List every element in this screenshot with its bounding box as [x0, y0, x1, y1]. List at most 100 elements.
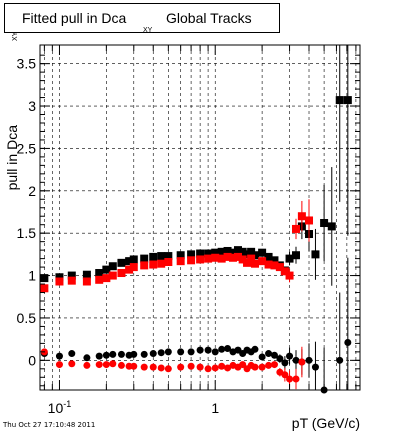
y-tick-label: 1 — [28, 268, 36, 284]
data-point — [176, 251, 185, 260]
data-point — [204, 346, 212, 354]
data-point — [95, 269, 104, 278]
data-point — [204, 254, 213, 263]
data-point — [281, 371, 289, 379]
chart-title-tracks: Global Tracks — [166, 10, 252, 26]
data-point — [55, 361, 63, 369]
data-point — [176, 257, 185, 266]
data-point — [196, 346, 204, 354]
data-point — [157, 364, 165, 372]
data-point — [68, 350, 76, 358]
data-point — [270, 256, 279, 265]
data-point — [233, 246, 242, 255]
x-tick-label: 10-1 — [48, 399, 72, 416]
data-point — [95, 352, 103, 360]
data-point — [243, 250, 252, 259]
data-point — [305, 356, 313, 364]
data-point — [247, 254, 256, 263]
data-point — [149, 260, 158, 269]
data-point — [211, 364, 219, 372]
y-tick-label: 0.5 — [17, 310, 37, 326]
data-point — [125, 257, 134, 266]
data-point — [336, 356, 344, 364]
data-point — [157, 259, 166, 268]
data-point — [164, 365, 172, 373]
data-point — [218, 345, 226, 353]
data-point — [102, 351, 110, 359]
chart-title-subscript: XY — [143, 27, 153, 34]
data-point — [129, 263, 138, 272]
data-point — [196, 255, 205, 264]
data-point — [40, 274, 49, 283]
data-point — [276, 355, 284, 363]
data-point — [117, 361, 125, 369]
data-point — [187, 348, 195, 356]
data-point — [250, 259, 259, 268]
x-axis-title: pT (GeV/c) — [292, 415, 360, 431]
data-point — [140, 261, 149, 270]
data-point — [258, 257, 267, 266]
data-point — [140, 254, 149, 263]
data-point — [238, 247, 247, 256]
y-axis-title-subscript: XY — [12, 31, 19, 41]
data-point — [291, 251, 300, 260]
data-point — [224, 364, 232, 372]
data-point — [164, 252, 173, 261]
data-point — [251, 345, 259, 353]
data-point — [196, 249, 205, 258]
data-point — [275, 263, 284, 272]
data-point — [311, 250, 320, 259]
data-point — [67, 276, 76, 285]
data-point — [217, 247, 226, 256]
data-point — [270, 351, 278, 359]
data-point — [251, 363, 259, 371]
data-point — [311, 363, 319, 371]
data-point — [264, 260, 273, 269]
data-point — [243, 258, 252, 267]
data-point — [204, 365, 212, 373]
data-point — [305, 216, 314, 225]
data-point — [187, 250, 196, 259]
data-point — [196, 363, 204, 371]
data-point — [291, 224, 300, 233]
data-point — [264, 252, 273, 261]
data-point — [67, 271, 76, 280]
data-point — [187, 256, 196, 265]
series-3 — [40, 346, 306, 390]
data-point — [40, 284, 49, 293]
data-point — [211, 348, 219, 356]
data-point — [297, 212, 306, 221]
data-point — [270, 361, 278, 369]
data-point — [265, 361, 273, 369]
data-point — [223, 246, 232, 255]
data-point — [149, 252, 158, 261]
data-point — [129, 255, 138, 264]
data-point — [149, 350, 157, 358]
data-point — [177, 348, 185, 356]
data-point — [258, 248, 267, 257]
data-point — [140, 363, 148, 371]
data-point — [233, 252, 242, 261]
data-point — [82, 277, 91, 286]
data-point — [108, 262, 117, 271]
data-point — [95, 361, 103, 369]
data-point — [258, 363, 266, 371]
data-point — [95, 275, 104, 284]
data-point — [109, 360, 117, 368]
series-0 — [40, 45, 352, 286]
y-tick-label: 3 — [28, 98, 36, 114]
data-point — [286, 352, 294, 360]
data-point — [187, 362, 195, 370]
data-point — [130, 350, 138, 358]
data-point — [157, 252, 166, 261]
data-point — [55, 352, 63, 360]
data-point — [265, 350, 273, 358]
data-point — [228, 248, 237, 257]
data-point — [258, 353, 266, 361]
y-tick-label: 1.5 — [17, 225, 37, 241]
y-tick-label: 2.5 — [17, 140, 37, 156]
data-point — [68, 360, 76, 368]
data-point — [108, 271, 117, 280]
data-point — [211, 248, 220, 257]
data-point — [204, 249, 213, 258]
